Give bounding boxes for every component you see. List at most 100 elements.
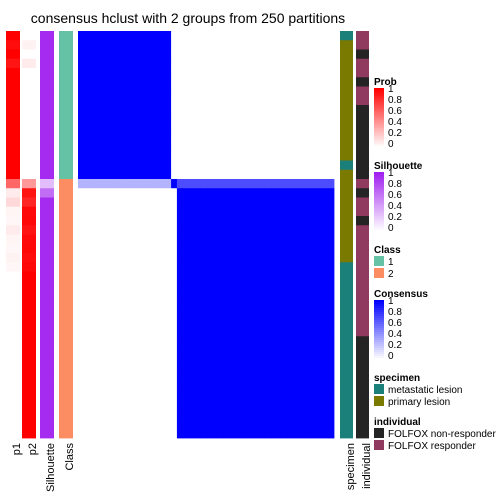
consensus-cell	[322, 114, 329, 124]
consensus-cell	[165, 428, 172, 439]
consensus-cell	[264, 31, 271, 41]
prob-p2-cell	[22, 373, 36, 383]
consensus-cell	[223, 95, 230, 106]
legend-swatch-individual	[374, 428, 384, 438]
consensus-cell	[316, 86, 323, 97]
consensus-cell	[89, 225, 96, 235]
consensus-cell	[130, 317, 137, 328]
consensus-cell	[101, 179, 108, 189]
consensus-cell	[182, 401, 189, 411]
consensus-cell	[310, 299, 317, 309]
consensus-cell	[258, 428, 265, 439]
consensus-cell	[310, 280, 317, 291]
consensus-cell	[246, 382, 253, 393]
consensus-cell	[136, 327, 143, 337]
consensus-cell	[159, 299, 166, 309]
consensus-cell	[101, 271, 108, 282]
legend-gradient-consensus	[374, 354, 384, 357]
consensus-cell	[136, 151, 143, 161]
legend-gradient-prob	[374, 144, 384, 147]
consensus-cell	[264, 188, 271, 198]
consensus-cell	[136, 419, 143, 430]
consensus-cell	[310, 373, 317, 383]
consensus-cell	[188, 308, 195, 319]
consensus-cell	[235, 86, 242, 97]
consensus-cell	[136, 373, 143, 383]
consensus-cell	[299, 31, 306, 41]
consensus-cell	[171, 364, 178, 374]
consensus-cell	[217, 299, 224, 309]
consensus-cell	[235, 58, 242, 69]
consensus-cell	[316, 188, 323, 198]
consensus-cell	[240, 262, 248, 272]
consensus-cell	[176, 308, 184, 319]
consensus-cell	[252, 271, 259, 282]
consensus-cell	[118, 428, 125, 439]
consensus-cell	[211, 86, 219, 97]
specimen-cell	[340, 68, 353, 78]
consensus-cell	[171, 114, 178, 124]
class-cell	[59, 317, 73, 328]
consensus-cell	[299, 40, 306, 50]
consensus-cell	[293, 123, 300, 134]
class-cell	[59, 188, 73, 198]
legend-gradient-prob	[374, 132, 384, 135]
consensus-cell	[165, 40, 172, 50]
consensus-cell	[101, 253, 108, 263]
consensus-cell	[124, 31, 131, 41]
individual-cell	[356, 151, 369, 161]
consensus-cell	[101, 216, 108, 226]
consensus-cell	[322, 142, 329, 152]
consensus-cell	[258, 354, 265, 365]
legend-gradient-consensus	[374, 312, 384, 315]
consensus-cell	[264, 391, 271, 402]
consensus-cell	[328, 299, 335, 309]
consensus-cell	[217, 419, 224, 430]
consensus-cell	[310, 49, 317, 60]
consensus-cell	[304, 345, 312, 356]
consensus-cell	[264, 336, 271, 346]
consensus-cell	[89, 262, 96, 272]
prob-p2-cell	[22, 142, 36, 152]
consensus-cell	[310, 58, 317, 69]
consensus-cell	[124, 280, 131, 291]
consensus-cell	[118, 160, 125, 171]
consensus-cell	[147, 419, 155, 430]
consensus-cell	[171, 253, 178, 263]
consensus-cell	[293, 197, 300, 208]
consensus-cell	[223, 105, 230, 115]
consensus-cell	[206, 49, 213, 60]
consensus-cell	[112, 327, 120, 337]
consensus-cell	[240, 327, 248, 337]
consensus-cell	[107, 188, 114, 198]
consensus-cell	[101, 317, 108, 328]
consensus-cell	[171, 86, 178, 97]
consensus-cell	[252, 206, 259, 217]
consensus-cell	[188, 354, 195, 365]
consensus-cell	[316, 410, 323, 420]
consensus-cell	[200, 336, 207, 346]
consensus-cell	[316, 77, 323, 87]
specimen-cell	[340, 262, 353, 272]
individual-cell	[356, 428, 369, 439]
consensus-cell	[252, 179, 259, 189]
consensus-cell	[281, 206, 288, 217]
consensus-cell	[107, 299, 114, 309]
consensus-cell	[147, 68, 155, 78]
consensus-cell	[107, 105, 114, 115]
consensus-cell	[112, 299, 120, 309]
class-cell	[59, 428, 73, 439]
consensus-cell	[328, 86, 335, 97]
consensus-cell	[200, 216, 207, 226]
class-cell	[59, 77, 73, 87]
consensus-cell	[101, 31, 108, 41]
consensus-cell	[246, 197, 253, 208]
consensus-cell	[304, 114, 312, 124]
consensus-cell	[95, 308, 102, 319]
consensus-cell	[206, 280, 213, 291]
consensus-cell	[101, 336, 108, 346]
consensus-cell	[124, 336, 131, 346]
consensus-cell	[304, 58, 312, 69]
consensus-cell	[281, 391, 288, 402]
consensus-cell	[182, 308, 189, 319]
